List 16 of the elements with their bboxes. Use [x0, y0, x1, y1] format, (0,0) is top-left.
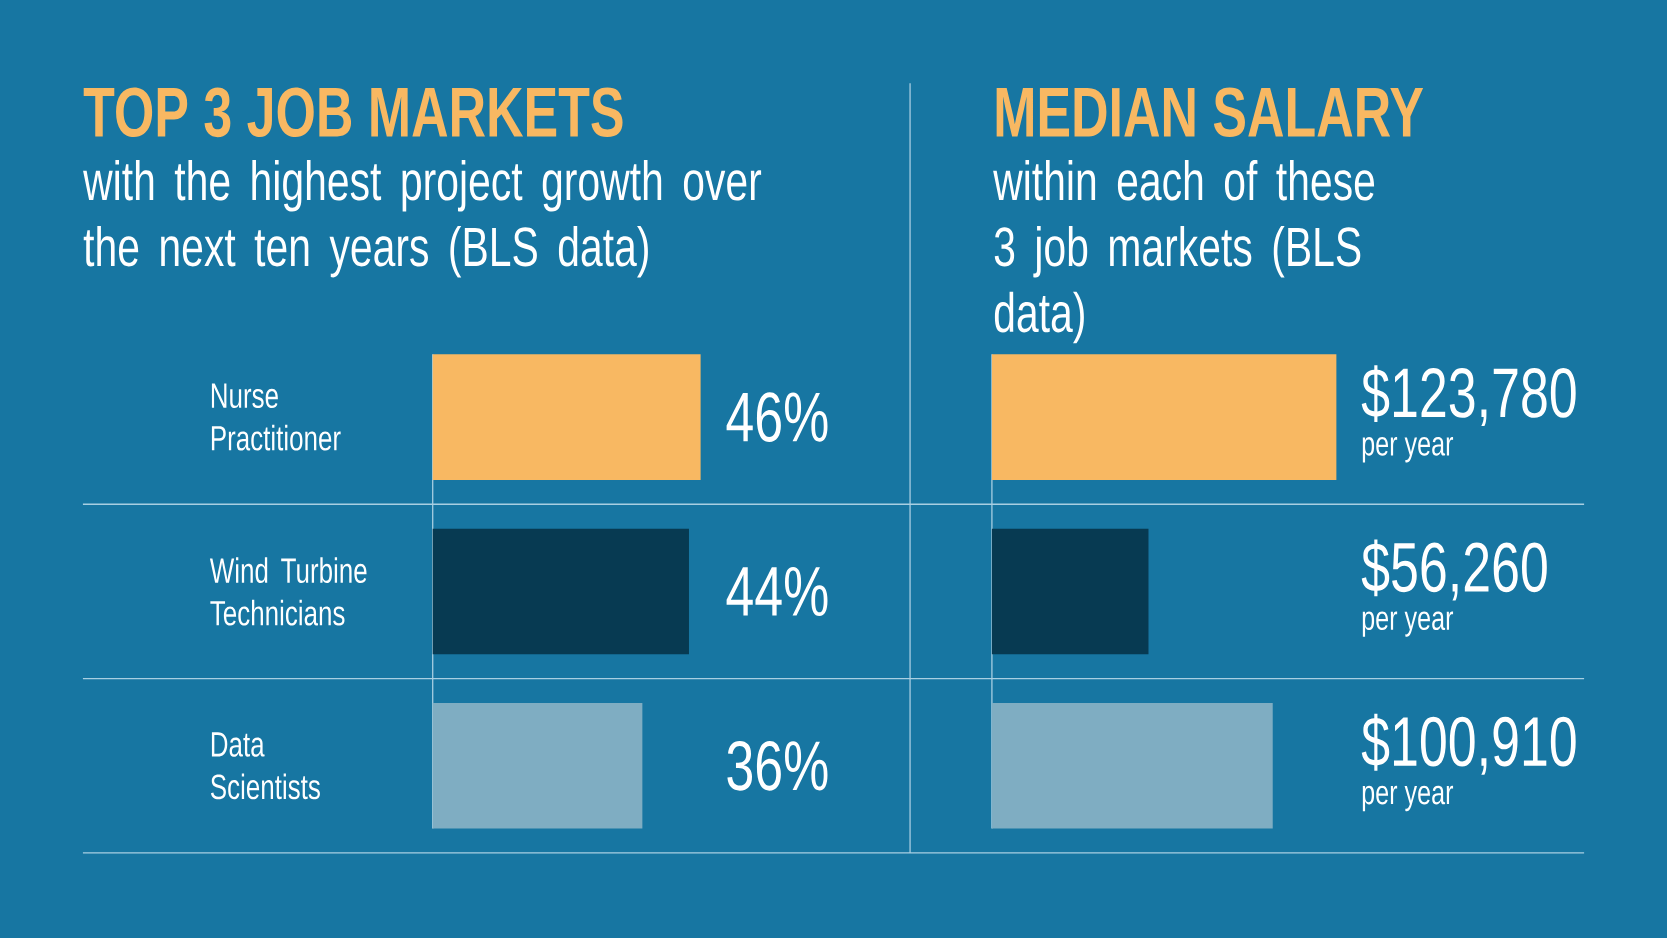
data-label: 36% [727, 740, 828, 791]
text: per year [1362, 437, 1454, 463]
y-tick-label: Data Scientists [210, 732, 320, 800]
chart-title: MEDIAN SALARY [996, 87, 1424, 138]
data-label: 46% [726, 392, 828, 442]
text: per year [1362, 611, 1454, 637]
chart-title: TOP 3 JOB MARKETS [83, 87, 623, 138]
data-label: $123,780 [1361, 365, 1576, 427]
data-label: $56,260 [1361, 539, 1547, 601]
chart-subtitle: with the highest project growth over the next ten years (BLS data) [83, 159, 762, 278]
data-label: $100,910 [1361, 713, 1576, 775]
text: per year [1362, 785, 1454, 812]
y-tick-label: Wind Turbine Technicians [209, 557, 367, 626]
chart-subtitle: within each of these 3 job markets (BLS data) [993, 159, 1375, 344]
y-tick-label: Nurse Practitioner [211, 383, 341, 451]
data-label: 44% [726, 566, 828, 617]
